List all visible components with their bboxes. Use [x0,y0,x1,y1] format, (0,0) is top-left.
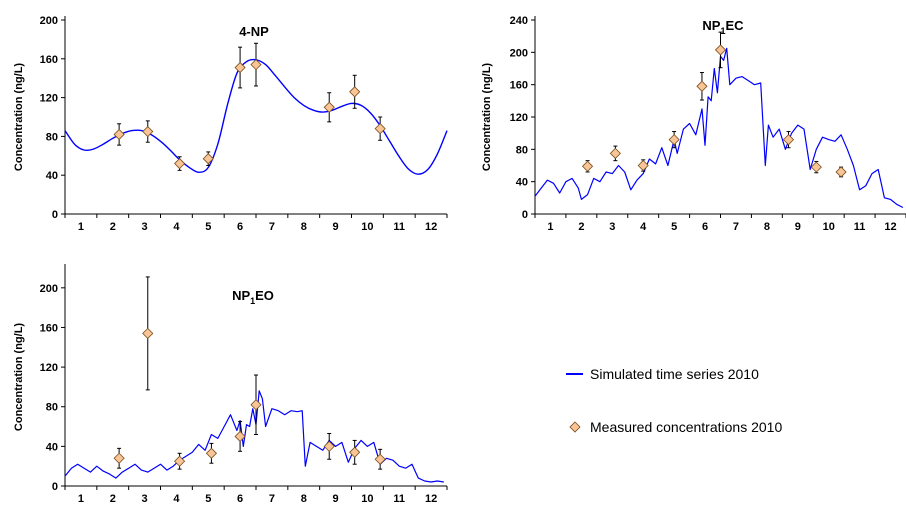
measured-point [609,147,621,159]
y-tick-label: 120 [40,93,58,105]
y-tick-label: 160 [40,322,58,334]
x-tick-label: 1 [78,221,84,233]
legend-marker-swatch [569,421,581,433]
measured-point [234,61,246,74]
y-tick-label: 80 [46,131,58,143]
measured-point [696,80,708,92]
x-tick-label: 3 [609,221,615,233]
measured-point [250,399,262,411]
x-tick-label: 5 [205,221,211,233]
measured-point [374,453,386,465]
x-tick-label: 12 [425,493,437,505]
x-tick-label: 4 [173,221,180,233]
y-tick-label: 160 [40,54,58,66]
measured-point [714,44,727,56]
x-tick-label: 12 [884,221,896,233]
simulated-series-line [64,390,444,483]
x-tick-label: 1 [547,221,553,233]
y-tick-label: 160 [510,80,528,92]
measured-point [782,134,795,146]
legend: Simulated time series 2010 Measured conce… [566,366,782,435]
y-tick-label: 240 [510,15,528,27]
measured-point [349,86,361,98]
x-tick-label: 2 [110,493,116,505]
y-tick-label: 120 [40,362,58,374]
measured-point [374,123,386,135]
measured-point [810,161,822,173]
x-tick-label: 6 [237,493,243,505]
measured-point [142,327,154,339]
x-tick-label: 5 [205,493,211,505]
measured-point [581,160,594,172]
measured-point [668,134,680,146]
y-tick-label: 80 [516,144,528,156]
x-tick-label: 7 [733,221,739,233]
y-tick-label: 200 [510,47,528,59]
x-tick-label: 10 [823,221,835,233]
measured-point [835,166,847,178]
x-tick-label: 12 [425,221,437,233]
x-tick-label: 9 [333,221,339,233]
chart-title: NP1EO [232,288,274,306]
x-tick-label: 4 [173,493,180,505]
x-tick-label: 6 [237,221,243,233]
x-tick-label: 11 [393,221,405,233]
y-axis-title: Concentration (ng/L) [481,63,493,171]
y-tick-label: 120 [510,112,528,124]
x-tick-label: 2 [110,221,116,233]
x-tick-label: 1 [78,493,84,505]
x-tick-label: 8 [301,493,307,505]
measured-point [202,153,214,165]
x-tick-label: 8 [764,221,770,233]
y-tick-label: 40 [516,177,528,189]
x-tick-label: 8 [301,221,307,233]
y-tick-label: 200 [40,15,58,27]
measured-point [250,59,262,71]
x-tick-label: 3 [142,493,148,505]
measured-point [174,157,186,170]
legend-line-label: Simulated time series 2010 [590,366,759,382]
y-tick-label: 200 [40,283,58,295]
y-tick-label: 0 [52,481,58,493]
x-tick-label: 7 [269,221,275,233]
y-tick-label: 40 [46,170,58,182]
x-tick-label: 2 [578,221,584,233]
measured-point [174,455,186,467]
measured-point [142,125,154,138]
y-tick-label: 40 [46,441,58,453]
x-tick-label: 4 [640,221,647,233]
y-axis-title: Concentration (ng/L) [13,63,25,171]
measured-point [637,159,649,172]
chart-title: 4-NP [239,24,269,39]
y-tick-label: 0 [522,209,528,221]
x-tick-label: 6 [702,221,708,233]
x-tick-label: 10 [361,493,373,505]
y-tick-label: 80 [46,402,58,414]
measured-point [323,440,335,452]
y-tick-label: 0 [52,209,58,221]
x-tick-label: 9 [333,493,339,505]
x-tick-label: 3 [142,221,148,233]
x-tick-label: 5 [671,221,677,233]
x-tick-label: 7 [269,493,275,505]
x-tick-label: 11 [854,221,866,233]
measured-point [205,447,217,459]
measured-point [113,452,125,464]
chart-title: NP1EC [702,18,744,36]
y-axis-title: Concentration (ng/L) [13,323,25,431]
measured-point [113,128,125,141]
x-tick-label: 11 [393,493,405,505]
x-tick-label: 9 [795,221,801,233]
x-tick-label: 10 [361,221,373,233]
measured-point [234,430,246,443]
measured-point [349,446,361,458]
legend-marker-label: Measured concentrations 2010 [590,419,782,435]
simulated-series-line [534,47,904,209]
measured-point [323,101,335,113]
